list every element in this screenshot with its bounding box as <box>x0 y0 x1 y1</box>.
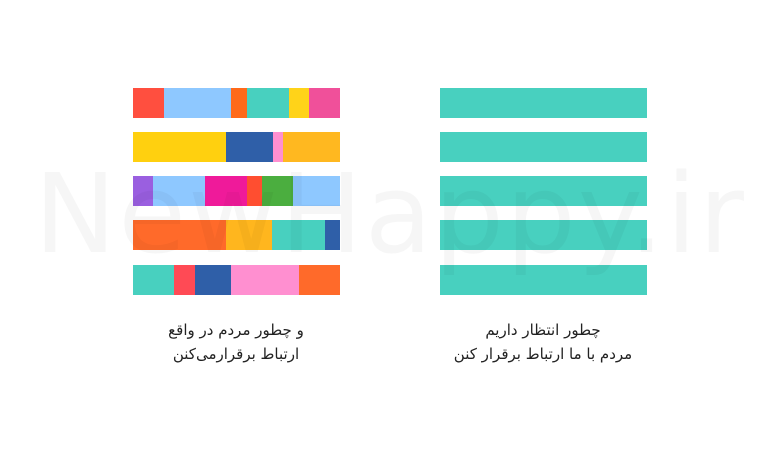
watermark: NewHappy.ir <box>0 150 780 278</box>
segment <box>283 132 340 162</box>
segment <box>325 220 340 250</box>
segment <box>289 88 309 118</box>
expectation-caption: چطور انتظار داریم مردم با ما ارتباط برقر… <box>413 318 673 366</box>
segment <box>299 265 340 295</box>
segment <box>247 88 289 118</box>
bar <box>440 132 647 162</box>
bar <box>440 88 647 118</box>
segment <box>174 265 195 295</box>
bar <box>440 265 647 295</box>
segment <box>293 176 340 206</box>
reality-bars <box>133 88 340 295</box>
segment <box>195 265 231 295</box>
segment <box>133 220 226 250</box>
segment <box>133 176 153 206</box>
reality-caption: و چطور مردم در واقع ارتباط برقرارمی‌کنن <box>106 318 366 366</box>
segment <box>262 176 293 206</box>
segment <box>205 176 247 206</box>
segment <box>133 265 174 295</box>
segment <box>226 220 272 250</box>
bar <box>440 220 647 250</box>
segment <box>226 132 273 162</box>
caption-line: و چطور مردم در واقع <box>168 321 304 339</box>
caption-line: ارتباط برقرارمی‌کنن <box>172 345 300 363</box>
segment <box>164 88 231 118</box>
caption-line: چطور انتظار داریم <box>485 321 601 339</box>
bar <box>440 176 647 206</box>
segment <box>273 132 283 162</box>
segment <box>309 88 340 118</box>
segment <box>231 88 247 118</box>
expectation-bars <box>440 88 647 295</box>
caption-line: مردم با ما ارتباط برقرار کنن <box>453 345 633 363</box>
segment <box>247 176 262 206</box>
segment <box>153 176 205 206</box>
segment <box>272 220 325 250</box>
segment <box>133 88 164 118</box>
segment <box>133 132 226 162</box>
segment <box>231 265 299 295</box>
